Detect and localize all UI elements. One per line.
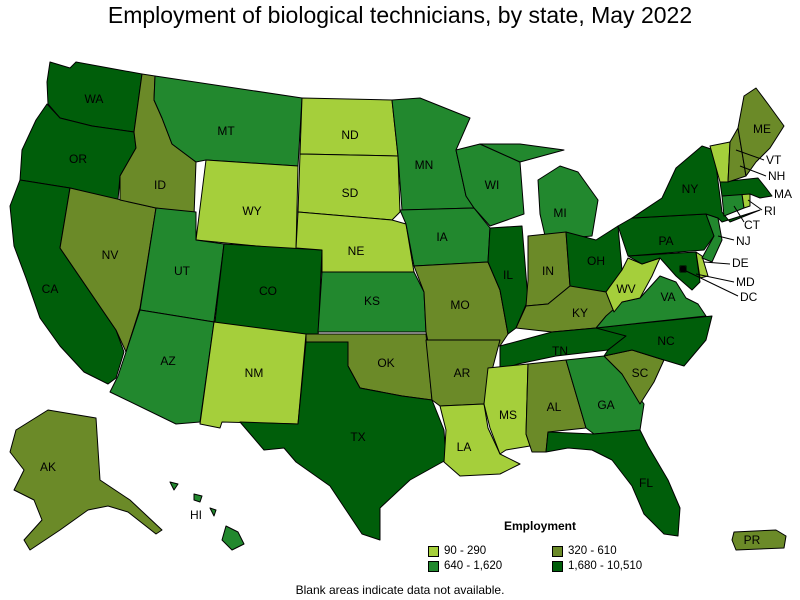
label-ny: NY <box>682 182 699 196</box>
label-in: IN <box>542 264 554 278</box>
state-il[interactable] <box>487 225 529 335</box>
label-or: OR <box>69 152 87 166</box>
legend-swatch-4 <box>552 560 563 572</box>
state-ma[interactable] <box>719 177 773 199</box>
label-ga: GA <box>597 398 614 412</box>
label-wv: WV <box>616 282 635 296</box>
label-ar: AR <box>454 366 471 380</box>
state-la[interactable] <box>439 403 521 477</box>
label-ok: OK <box>377 356 394 370</box>
label-nj: NJ <box>736 234 751 248</box>
state-ny[interactable] <box>631 145 761 223</box>
label-oh: OH <box>587 254 605 268</box>
state-pr[interactable] <box>731 529 787 551</box>
label-de: DE <box>732 256 749 270</box>
state-wv[interactable] <box>605 257 661 313</box>
state-ak[interactable] <box>9 409 163 551</box>
legend-item-3: 640 - 1,620 <box>428 560 502 572</box>
label-il: IL <box>503 268 513 282</box>
label-al: AL <box>547 400 562 414</box>
legend-item-2: 320 - 610 <box>552 545 617 557</box>
label-la: LA <box>457 440 472 454</box>
label-sd: SD <box>342 186 359 200</box>
label-va: VA <box>660 290 675 304</box>
legend-label-1: 90 - 290 <box>444 545 487 557</box>
label-wa: WA <box>85 92 104 106</box>
legend: Employment 90 - 290 320 - 610 640 - 1,62… <box>428 519 678 579</box>
legend-item-1: 90 - 290 <box>428 545 486 557</box>
label-ks: KS <box>364 294 380 308</box>
label-pr: PR <box>744 533 761 547</box>
label-ma: MA <box>774 187 792 201</box>
label-ms: MS <box>499 408 517 422</box>
label-nv: NV <box>102 248 119 262</box>
label-fl: FL <box>639 476 653 490</box>
label-ky: KY <box>572 306 588 320</box>
label-pa: PA <box>658 234 673 248</box>
legend-title: Employment <box>504 519 577 533</box>
legend-item-4: 1,680 - 10,510 <box>552 560 642 572</box>
label-ne: NE <box>348 244 365 258</box>
label-nh: NH <box>768 169 785 183</box>
label-ak: AK <box>40 460 56 474</box>
legend-label-2: 320 - 610 <box>568 545 617 557</box>
label-id: ID <box>154 178 166 192</box>
state-nd[interactable] <box>299 97 399 157</box>
legend-label-4: 1,680 - 10,510 <box>568 560 643 572</box>
legend-label-3: 640 - 1,620 <box>444 560 503 572</box>
label-tx: TX <box>350 430 365 444</box>
state-de[interactable] <box>695 251 709 279</box>
label-co: CO <box>259 284 277 298</box>
state-sd[interactable] <box>297 153 401 221</box>
label-vt: VT <box>766 153 782 167</box>
state-mt[interactable] <box>153 75 303 167</box>
label-me: ME <box>753 122 771 136</box>
label-ct: CT <box>744 218 761 232</box>
state-tx[interactable] <box>239 341 447 541</box>
state-hi[interactable] <box>169 481 245 551</box>
legend-swatch-1 <box>428 545 439 557</box>
label-ca: CA <box>42 282 59 296</box>
legend-swatch-2 <box>552 545 563 557</box>
state-me[interactable] <box>737 87 785 177</box>
label-ia: IA <box>436 230 447 244</box>
label-dc: DC <box>740 290 758 304</box>
label-md: MD <box>736 275 755 289</box>
label-hi: HI <box>190 508 202 522</box>
label-mo: MO <box>450 298 469 312</box>
state-ct[interactable] <box>721 193 745 217</box>
state-labels: WA OR CA NV ID MT WY UT CO AZ NM ND SD N… <box>40 92 792 547</box>
legend-swatch-3 <box>428 560 439 572</box>
label-tn: TN <box>552 344 568 358</box>
label-ut: UT <box>174 264 191 278</box>
label-nm: NM <box>245 366 264 380</box>
state-mi[interactable] <box>479 143 599 241</box>
label-mn: MN <box>415 158 434 172</box>
footnote: Blank areas indicate data not available. <box>295 583 505 597</box>
map-title: Employment of biological technicians, by… <box>107 2 693 28</box>
label-wi: WI <box>485 178 500 192</box>
label-mi: MI <box>553 206 566 220</box>
state-or[interactable] <box>19 103 137 201</box>
label-sc: SC <box>632 366 649 380</box>
label-nc: NC <box>657 334 675 348</box>
label-mt: MT <box>217 124 235 138</box>
label-ri: RI <box>764 204 776 218</box>
label-az: AZ <box>160 354 175 368</box>
label-wy: WY <box>242 204 261 218</box>
label-nd: ND <box>341 128 359 142</box>
state-fl[interactable] <box>545 429 681 537</box>
